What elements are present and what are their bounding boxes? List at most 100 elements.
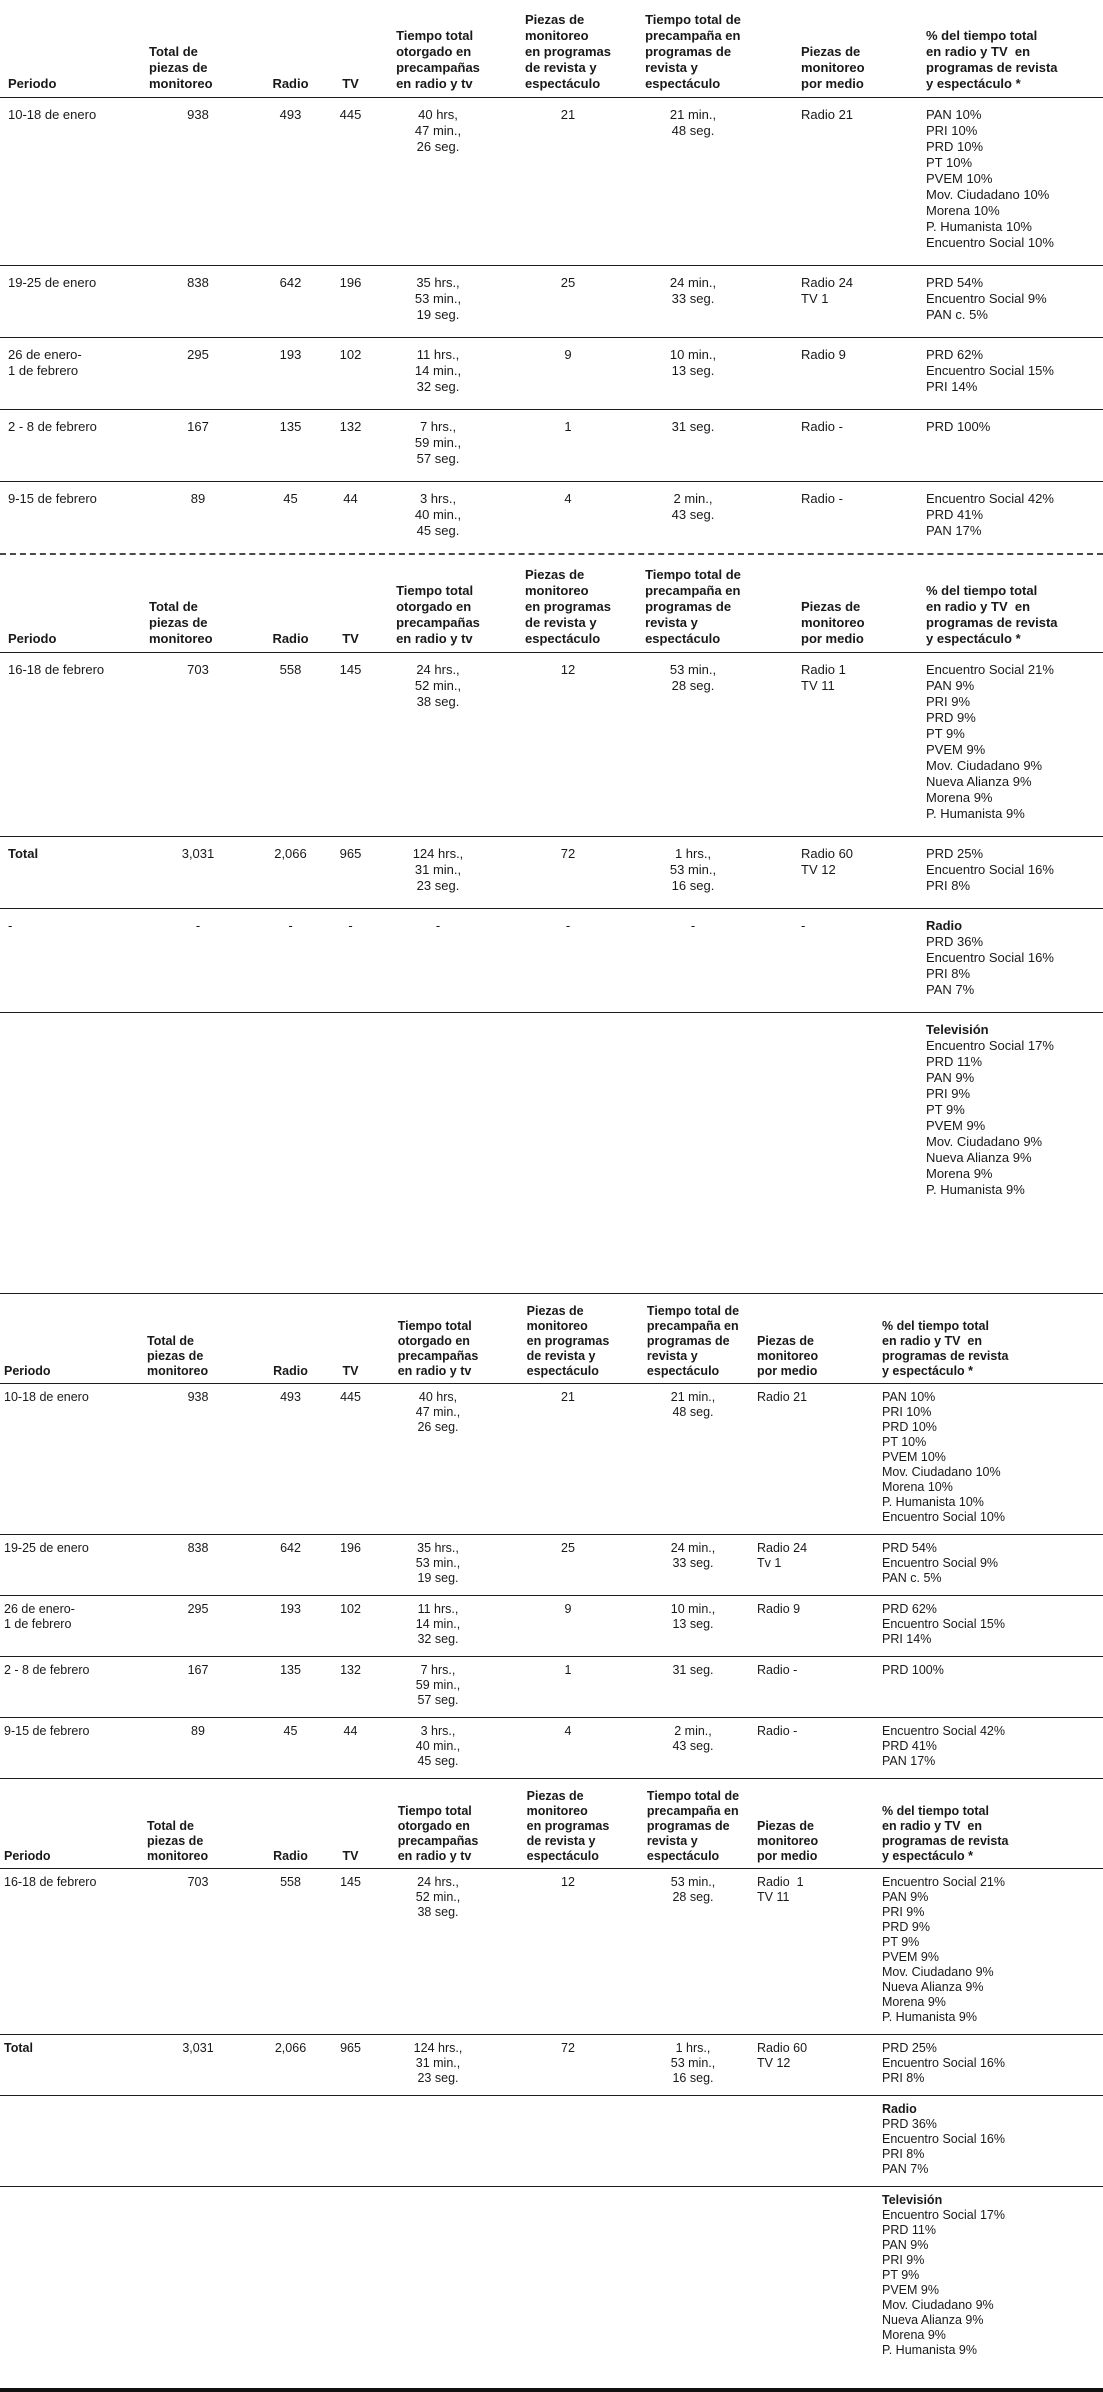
col-header-label: Total de piezas de monitoreo xyxy=(147,1819,209,1863)
cell-value: 2 - 8 de febrero xyxy=(8,419,97,434)
cell-value: PAN 10% PRI 10% PRD 10% PT 10% PVEM 10% … xyxy=(926,107,1054,250)
cell-value: 2,066 xyxy=(274,2041,307,2055)
cell-tiempo-precampana-revista xyxy=(633,2095,753,2187)
media-breakdown-lines: PRD 36% Encuentro Social 16% PRI 8% PAN … xyxy=(882,2117,1005,2176)
col-header-pct-tiempo-radio-tv: % del tiempo total en radio y TV en prog… xyxy=(878,1779,1103,1869)
cell-tiempo-precampana-revista: 24 min., 33 seg. xyxy=(633,265,753,338)
cell-value: 31 seg. xyxy=(671,419,715,434)
cell-tv xyxy=(328,2095,373,2187)
table-row: 26 de enero- 1 de febrero 295 193 102 11 hrs… xyxy=(0,337,1103,410)
cell-value: 24 min., 33 seg. xyxy=(670,1541,716,1570)
col-header-label: Total de piezas de monitoreo xyxy=(147,1334,209,1378)
cell-tiempo-precampana-revista: 10 min., 13 seg. xyxy=(633,1595,753,1657)
cell-value: - xyxy=(8,918,13,933)
cell-piezas-por-medio: - xyxy=(753,908,878,1013)
col-header-tiempo-total-precampanas: Tiempo total otorgado en precampañas en … xyxy=(373,555,503,653)
cell-value: 3,031 xyxy=(181,846,215,861)
cell-value: 2 - 8 de febrero xyxy=(4,1663,90,1677)
col-header-label: Total de piezas de monitoreo xyxy=(149,599,213,646)
col-header-label: % del tiempo total en radio y TV en prog… xyxy=(882,1319,1009,1378)
cell-total-piezas-monitoreo: 167 xyxy=(143,1656,253,1718)
cell-value: 45 xyxy=(283,1724,298,1738)
media-breakdown-lines: Encuentro Social 17% PRD 11% PAN 9% PRI … xyxy=(926,1038,1054,1197)
cell-piezas-revista-espectaculo xyxy=(503,1013,633,1294)
cell-pct-tiempo-radio-tv: Radio PRD 36% Encuentro Social 16% PRI 8… xyxy=(878,2095,1103,2187)
cell-value: Radio - xyxy=(801,491,843,506)
cell-value: 642 xyxy=(280,1541,301,1555)
cell-tiempo-total-precampanas xyxy=(373,1013,503,1294)
cell-value: 9-15 de febrero xyxy=(8,491,97,506)
cell-value: 12 xyxy=(561,1875,575,1889)
cell-tiempo-total-precampanas: 35 hrs., 53 min., 19 seg. xyxy=(373,1534,503,1596)
cell-value: 1 xyxy=(564,419,572,434)
cell-value: 838 xyxy=(187,1541,209,1555)
col-header-label: Piezas de monitoreo por medio xyxy=(801,44,865,91)
cell-tiempo-total-precampanas: 3 hrs., 40 min., 45 seg. xyxy=(373,1718,503,1779)
monitoring-table-2: Periodo Total de piezas de monitoreo Radio… xyxy=(0,555,1103,1293)
cell-value: 21 min., 48 seg. xyxy=(670,1390,716,1419)
cell-value: 938 xyxy=(187,1390,209,1404)
cell-value: Radio - xyxy=(757,1724,798,1738)
col-header-tiempo-precampana-revista: Tiempo total de precampaña en programas … xyxy=(633,0,753,98)
table-row: Radio PRD 36% Encuentro Social 16% PRI 8… xyxy=(0,2095,1103,2187)
col-header-piezas-por-medio: Piezas de monitoreo por medio xyxy=(753,1779,878,1869)
cell-radio: 45 xyxy=(253,482,328,554)
cell-total-piezas-monitoreo: 295 xyxy=(143,337,253,410)
col-header-radio: Radio xyxy=(253,1294,328,1384)
cell-value: 124 hrs., 31 min., 23 seg. xyxy=(413,2041,463,2085)
cell-value: 193 xyxy=(280,1602,301,1616)
col-header-radio: Radio xyxy=(253,0,328,98)
cell-value: 40 hrs, 47 min., 26 seg. xyxy=(415,1390,461,1434)
col-header-label: Piezas de monitoreo en programas de revi… xyxy=(525,12,611,91)
cell-tiempo-precampana-revista xyxy=(633,1013,753,1294)
col-header-tv: TV xyxy=(328,555,373,653)
cell-value: - xyxy=(288,918,293,933)
cell-value: 44 xyxy=(343,1724,358,1738)
cell-value: 25 xyxy=(561,1541,575,1555)
cell-value: 4 xyxy=(564,1724,572,1738)
col-header-label: Radio xyxy=(273,1849,308,1863)
monitoring-table-3: Periodo Total de piezas de monitoreo Radio… xyxy=(0,1294,1103,1778)
cell-value: 44 xyxy=(343,491,358,506)
cell-value: Radio 24 TV 1 xyxy=(801,275,854,306)
cell-value: Radio 1 TV 11 xyxy=(801,662,846,693)
cell-value: PRD 54% Encuentro Social 9% PAN c. 5% xyxy=(882,1541,999,1585)
table-row: 9-15 de febrero 89 45 44 3 hrs., 40 min., 45… xyxy=(0,1718,1103,1779)
cell-value: 24 min., 33 seg. xyxy=(669,275,717,306)
cell-total-piezas-monitoreo: 3,031 xyxy=(143,2034,253,2096)
cell-tv: 196 xyxy=(328,265,373,338)
col-header-total-piezas-monitoreo: Total de piezas de monitoreo xyxy=(143,555,253,653)
cell-periodo: 10-18 de enero xyxy=(0,1383,143,1535)
media-breakdown-heading: Televisión xyxy=(926,1022,989,1037)
cell-value: 102 xyxy=(339,347,362,362)
cell-tiempo-total-precampanas: 24 hrs., 52 min., 38 seg. xyxy=(373,652,503,837)
cell-pct-tiempo-radio-tv: PRD 100% xyxy=(878,1656,1103,1718)
cell-value: 493 xyxy=(279,107,302,122)
cell-tv: 44 xyxy=(328,482,373,554)
cell-pct-tiempo-radio-tv: PRD 25% Encuentro Social 16% PRI 8% xyxy=(878,2034,1103,2096)
cell-value: PRD 54% Encuentro Social 9% PAN c. 5% xyxy=(926,275,1047,322)
cell-total-piezas-monitoreo: 838 xyxy=(143,265,253,338)
cell-radio: 193 xyxy=(253,337,328,410)
cell-piezas-por-medio: Radio - xyxy=(753,482,878,554)
col-header-label: Piezas de monitoreo en programas de revi… xyxy=(526,1789,610,1863)
cell-pct-tiempo-radio-tv: Radio PRD 36% Encuentro Social 16% PRI 8… xyxy=(878,908,1103,1013)
col-header-pct-tiempo-radio-tv: % del tiempo total en radio y TV en prog… xyxy=(878,0,1103,98)
cell-value: 2 min., 43 seg. xyxy=(671,491,715,522)
col-header-periodo: Periodo xyxy=(0,1294,143,1384)
cell-value: 53 min., 28 seg. xyxy=(669,662,717,693)
cell-value: PRD 25% Encuentro Social 16% PRI 8% xyxy=(926,846,1054,893)
cell-tiempo-total-precampanas: 35 hrs., 53 min., 19 seg. xyxy=(373,265,503,338)
cell-tiempo-total-precampanas: 11 hrs., 14 min., 32 seg. xyxy=(373,337,503,410)
cell-tv: 102 xyxy=(328,337,373,410)
table-row: 9-15 de febrero 89 45 44 3 hrs., 40 min., 45… xyxy=(0,482,1103,554)
cell-tv: 965 xyxy=(328,836,373,909)
cell-periodo xyxy=(0,2095,143,2187)
cell-value: 26 de enero- 1 de febrero xyxy=(8,347,82,378)
cell-value: 132 xyxy=(339,419,362,434)
col-header-label: Periodo xyxy=(4,1364,51,1378)
cell-value: Encuentro Social 42% PRD 41% PAN 17% xyxy=(882,1724,1005,1768)
cell-radio: 642 xyxy=(253,1534,328,1596)
cell-value: 89 xyxy=(190,491,206,506)
